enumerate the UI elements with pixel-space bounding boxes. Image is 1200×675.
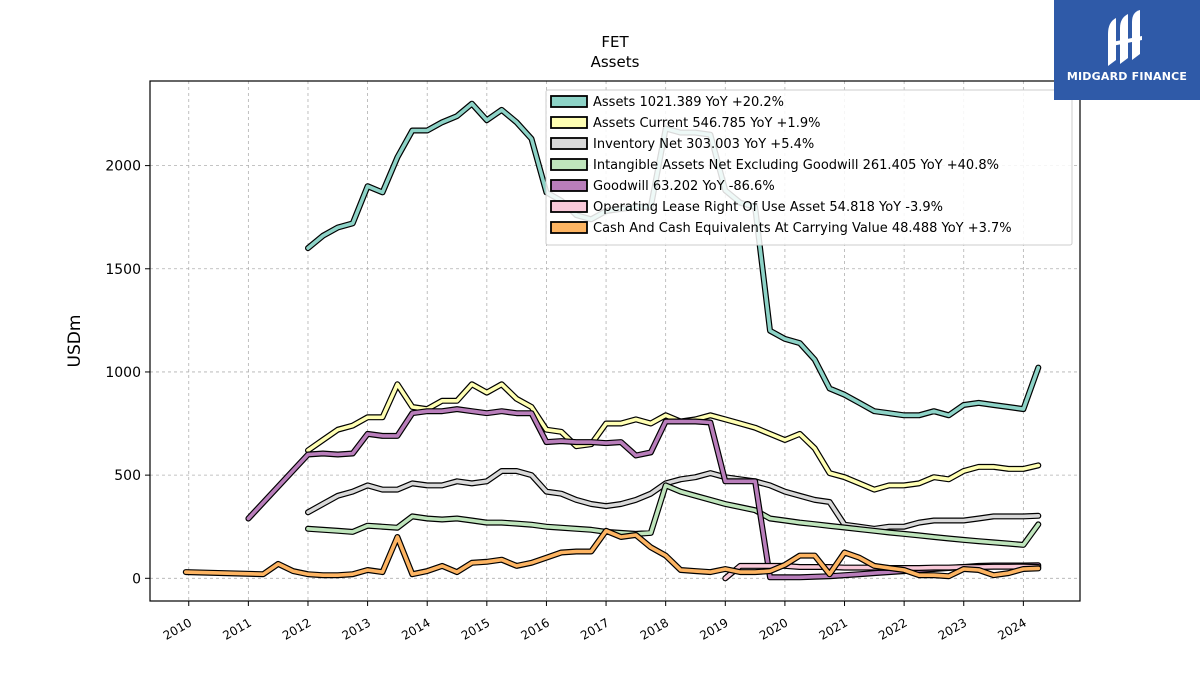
x-tick-label: 2011	[220, 615, 253, 642]
series-line-inventory-net	[306, 469, 1041, 531]
y-tick-label: 0	[132, 571, 141, 587]
series-line-intangible-assets-net-excluding-goodwill	[306, 483, 1041, 547]
legend-entry: Inventory Net 303.003 YoY +5.4%	[593, 137, 814, 152]
legend-swatch	[550, 137, 588, 150]
plot-frame	[149, 80, 1081, 602]
legend-entry: Intangible Assets Net Excluding Goodwill…	[593, 158, 999, 173]
series-outline-assets-current	[305, 381, 1042, 493]
y-axis: 0 500 1000 1500 2000	[105, 159, 150, 587]
y-axis-label: USDm	[65, 315, 85, 368]
x-tick-label: 2014	[399, 615, 432, 642]
series-layer	[182, 100, 1042, 582]
logo: MIDGARD FINANCE	[1054, 0, 1200, 100]
x-axis: 2010 2011 2012 2013 2014 2015 2016 2017 2018 2019…	[161, 601, 1029, 643]
x-tick-label: 2012	[280, 615, 313, 642]
x-tick-label: 2022	[876, 615, 909, 642]
x-tick-label: 2019	[697, 615, 730, 642]
legend-entry: Operating Lease Right Of Use Asset 54.81…	[593, 200, 943, 215]
y-tick-label: 1500	[105, 262, 141, 278]
logo-text: MIDGARD FINANCE	[1066, 70, 1188, 83]
legend-entry: Assets 1021.389 YoY +20.2%	[593, 95, 784, 110]
y-tick-label: 500	[114, 468, 141, 484]
x-tick-label: 2023	[936, 615, 969, 642]
chart-title: FET	[601, 33, 629, 51]
legend-entry: Assets Current 546.785 YoY +1.9%	[593, 116, 820, 131]
series-outline-cash-and-cash-equivalents-at-carrying-value	[182, 527, 1042, 580]
legend-swatch	[550, 221, 588, 234]
x-tick-label: 2020	[757, 615, 790, 642]
chart-subtitle: Assets	[591, 53, 640, 71]
series-line-assets-current	[306, 382, 1041, 492]
legend-swatch	[550, 116, 588, 129]
y-tick-label: 2000	[105, 159, 141, 175]
series-line-cash-and-cash-equivalents-at-carrying-value	[184, 528, 1041, 579]
x-tick-label: 2018	[638, 615, 671, 642]
x-tick-label: 2021	[817, 615, 850, 642]
legend-swatch	[550, 95, 588, 108]
y-tick-label: 1000	[105, 365, 141, 381]
legend-box	[545, 89, 1073, 246]
x-tick-label: 2010	[161, 615, 194, 642]
legend-entry: Cash And Cash Equivalents At Carrying Va…	[593, 221, 1012, 236]
x-tick-label: 2016	[518, 615, 551, 642]
legend: Assets 1021.389 YoY +20.2% Assets Current…	[545, 89, 1073, 246]
x-tick-label: 2024	[995, 615, 1028, 642]
legend-entry: Goodwill 63.202 YoY -86.6%	[593, 179, 775, 194]
legend-swatch	[550, 158, 588, 171]
legend-swatch	[550, 179, 588, 192]
x-tick-label: 2017	[578, 615, 611, 642]
logo-icon	[1108, 10, 1142, 66]
legend-swatch	[550, 200, 588, 213]
x-tick-label: 2015	[459, 615, 492, 642]
x-tick-label: 2013	[340, 615, 373, 642]
series-line-goodwill	[246, 407, 1041, 580]
